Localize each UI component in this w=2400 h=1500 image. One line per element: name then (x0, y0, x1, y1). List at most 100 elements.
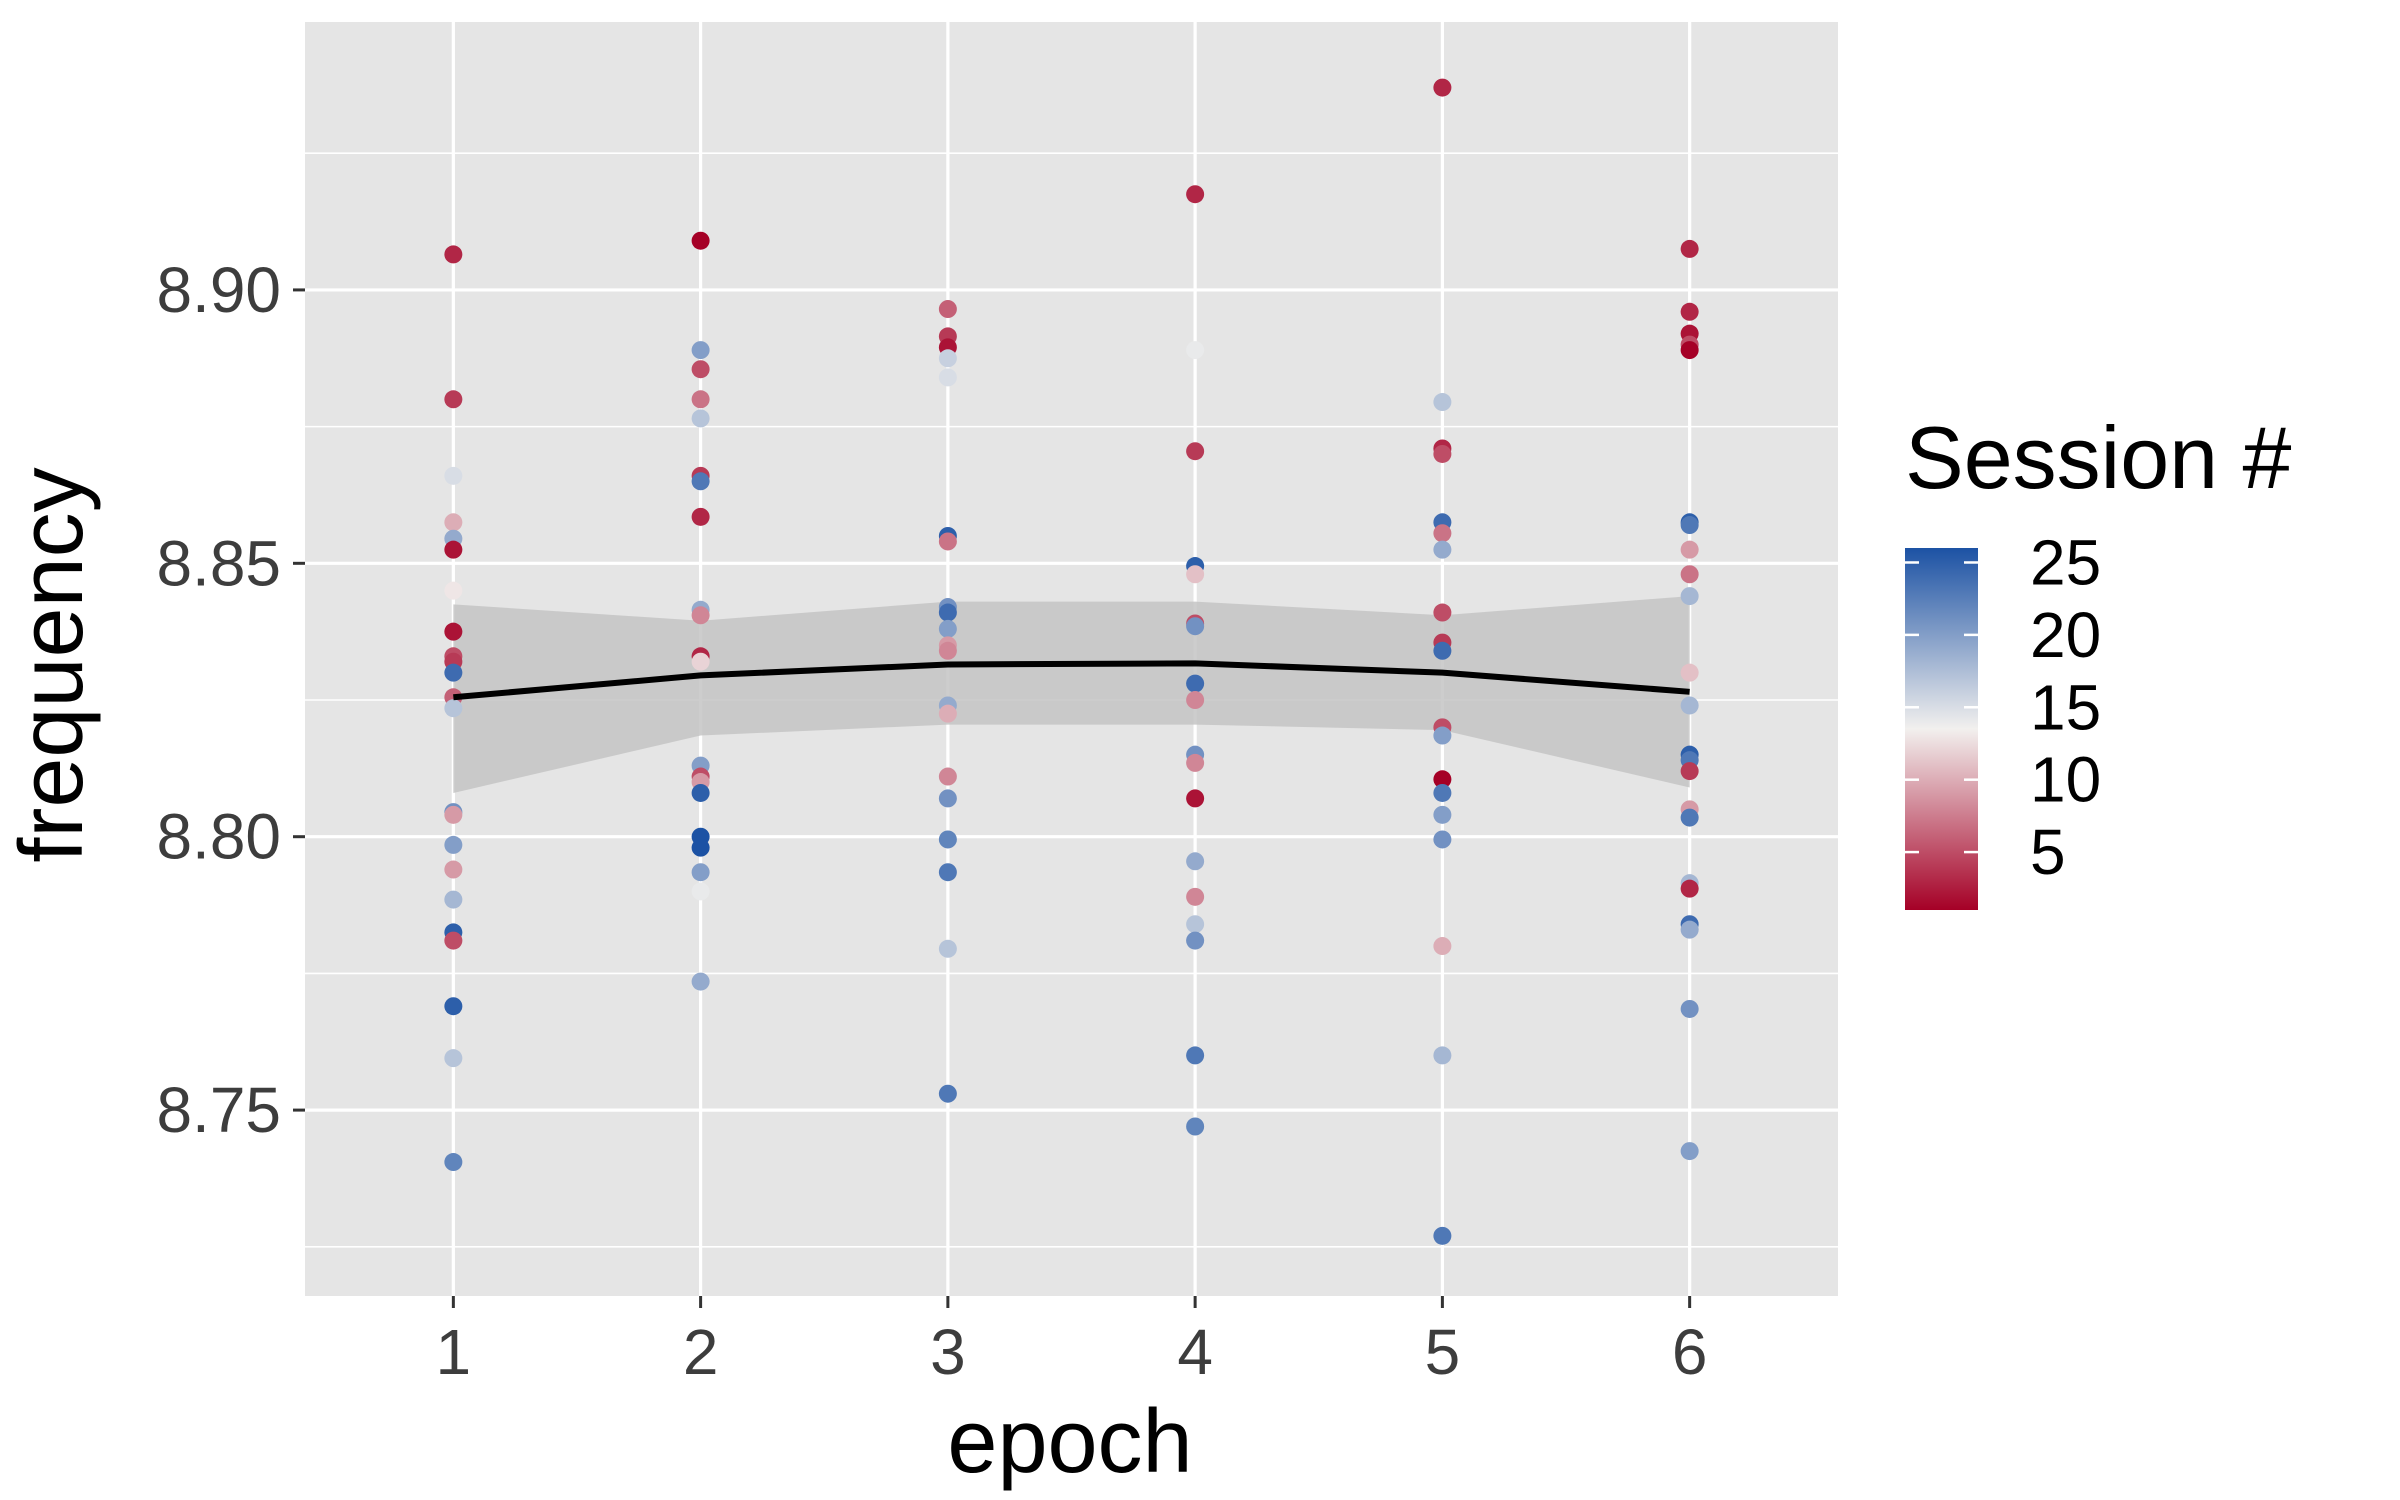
data-point (444, 622, 463, 641)
x-tick-label: 3 (930, 1316, 966, 1388)
data-point (938, 1084, 957, 1103)
data-point (444, 466, 463, 485)
data-points (444, 78, 1699, 1245)
data-point (444, 540, 463, 559)
data-point (444, 890, 463, 909)
data-point (1680, 762, 1699, 781)
data-point (691, 863, 710, 882)
data-point (1433, 937, 1452, 956)
data-point (444, 931, 463, 950)
data-point (1186, 565, 1205, 584)
data-point (1186, 1046, 1205, 1065)
data-point (938, 368, 957, 387)
data-point (938, 830, 957, 849)
x-tick-label: 6 (1672, 1316, 1708, 1388)
data-point (938, 300, 957, 319)
data-point (444, 581, 463, 600)
data-point (444, 663, 463, 682)
data-point (1186, 887, 1205, 906)
data-point (1433, 78, 1452, 97)
data-point (1186, 674, 1205, 693)
data-point (1680, 879, 1699, 898)
data-point (938, 619, 957, 638)
data-point (938, 789, 957, 808)
x-axis-ticks: 1 2 3 4 5 6 (436, 1296, 1708, 1388)
y-axis-title: frequency (2, 467, 102, 862)
x-tick-label: 5 (1425, 1316, 1461, 1388)
legend-label: 25 (2030, 526, 2101, 598)
data-point (1680, 920, 1699, 939)
legend-label: 20 (2030, 599, 2101, 671)
data-point (691, 972, 710, 991)
data-point (1680, 696, 1699, 715)
data-point (444, 997, 463, 1016)
data-point (1433, 770, 1452, 789)
data-point (1680, 239, 1699, 258)
data-point (1433, 444, 1452, 463)
data-point (1680, 808, 1699, 827)
data-point (1433, 1226, 1452, 1245)
data-point (444, 835, 463, 854)
data-point (1186, 931, 1205, 950)
data-point (691, 882, 710, 901)
data-point (691, 341, 710, 360)
data-point (1680, 341, 1699, 360)
legend-label: 5 (2030, 816, 2066, 888)
data-point (1433, 726, 1452, 745)
data-point (1680, 1142, 1699, 1161)
confidence-ribbon (453, 596, 1690, 793)
data-point (1433, 603, 1452, 622)
data-point (691, 838, 710, 857)
legend-label: 10 (2030, 744, 2101, 816)
y-axis-ticks: 8.75 8.80 8.85 8.90 (156, 254, 305, 1146)
data-point (1186, 691, 1205, 710)
x-tick-label: 4 (1177, 1316, 1213, 1388)
data-point (938, 603, 957, 622)
data-point (1186, 852, 1205, 871)
data-point (444, 513, 463, 532)
x-axis-title: epoch (947, 1392, 1192, 1492)
data-point (691, 409, 710, 428)
data-point (691, 507, 710, 526)
data-point (1680, 999, 1699, 1018)
data-point (444, 805, 463, 824)
data-point (691, 231, 710, 250)
data-point (444, 1049, 463, 1068)
legend-title: Session # (1905, 408, 2292, 507)
data-point (1680, 663, 1699, 682)
data-point (1680, 587, 1699, 606)
data-point (691, 652, 710, 671)
data-point (938, 767, 957, 786)
data-point (691, 783, 710, 802)
data-point (1186, 1117, 1205, 1136)
data-point (444, 699, 463, 718)
y-tick-label: 8.75 (156, 1074, 281, 1146)
x-tick-label: 2 (683, 1316, 719, 1388)
data-point (444, 1153, 463, 1172)
data-point (691, 360, 710, 379)
data-point (938, 349, 957, 368)
data-point (1680, 540, 1699, 559)
data-point (938, 863, 957, 882)
data-point (1433, 540, 1452, 559)
data-point (938, 641, 957, 660)
x-tick-label: 1 (436, 1316, 472, 1388)
data-point (1433, 830, 1452, 849)
data-point (1680, 565, 1699, 584)
data-point (691, 390, 710, 409)
data-point (1186, 442, 1205, 461)
data-point (444, 390, 463, 409)
data-point (1186, 789, 1205, 808)
data-point (1186, 915, 1205, 934)
data-point (444, 245, 463, 264)
legend-colorbar (1905, 548, 1978, 910)
data-point (938, 532, 957, 551)
data-point (1433, 393, 1452, 412)
data-point (938, 704, 957, 723)
data-point (1433, 805, 1452, 824)
data-point (1186, 185, 1205, 204)
y-tick-label: 8.80 (156, 801, 281, 873)
data-point (1680, 302, 1699, 321)
